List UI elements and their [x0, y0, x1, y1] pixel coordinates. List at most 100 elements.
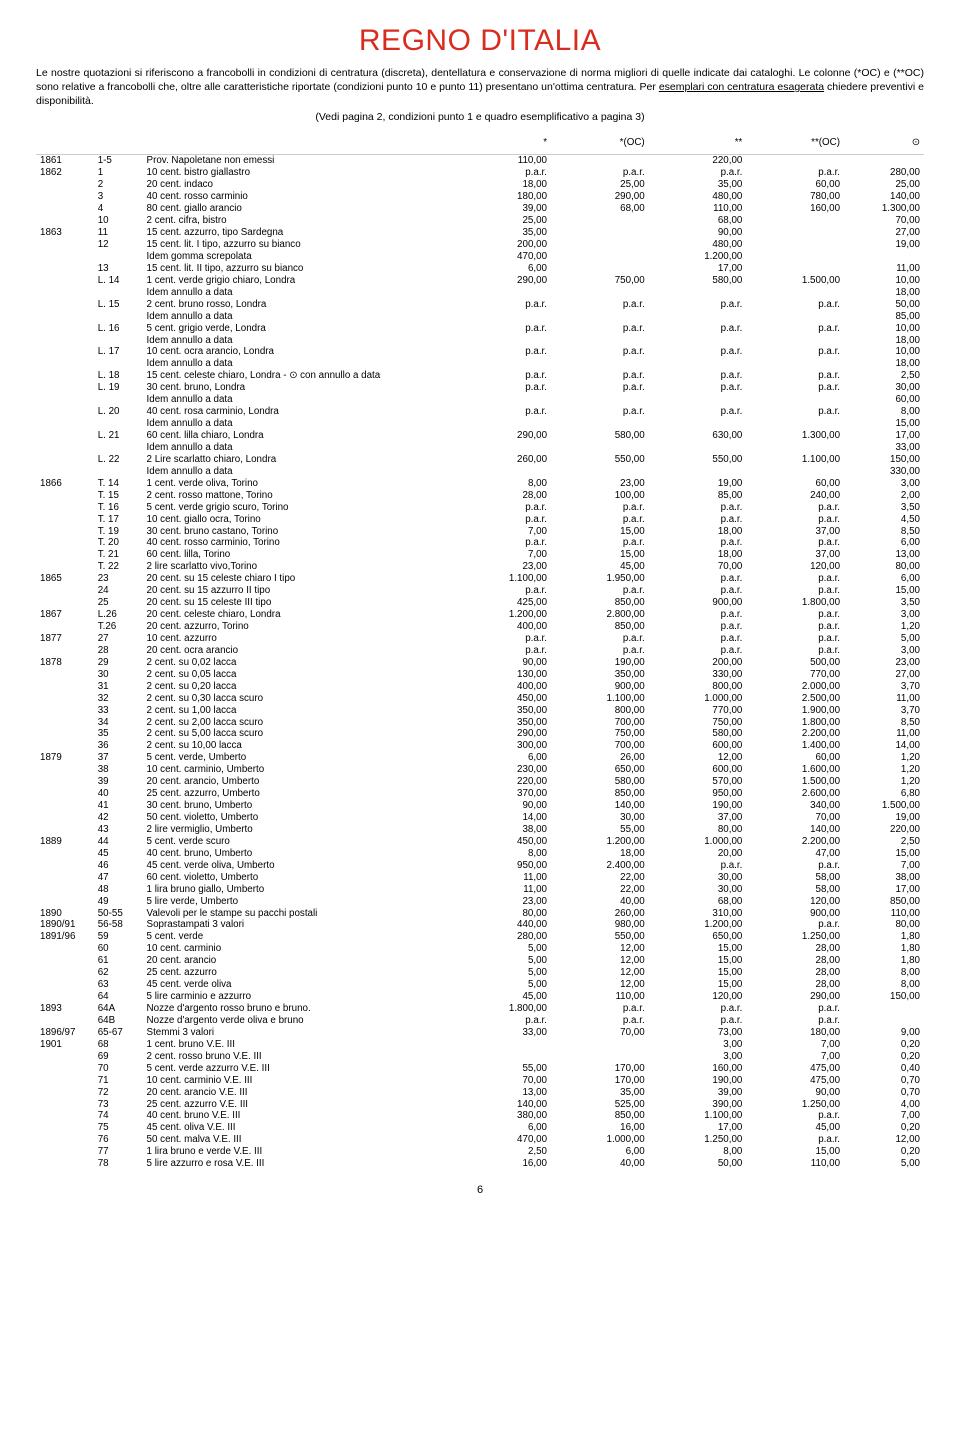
cell: 600,00: [649, 740, 747, 752]
cell: 25 cent. azzurro V.E. III: [143, 1099, 454, 1111]
cell: 2.200,00: [746, 836, 844, 848]
cell: [36, 824, 94, 836]
cell: 3,70: [844, 705, 924, 717]
cell: 2 cent. su 0,05 lacca: [143, 669, 454, 681]
cell: [94, 358, 143, 370]
cell: [746, 418, 844, 430]
cell: 2,50: [844, 836, 924, 848]
cell: 290,00: [746, 991, 844, 1003]
cell: 650,00: [649, 931, 747, 943]
cell: 5 lire azzurro e rosa V.E. III: [143, 1158, 454, 1170]
cell: 2.200,00: [746, 728, 844, 740]
cell: 170,00: [551, 1075, 649, 1087]
cell: 190,00: [649, 1075, 747, 1087]
table-row: 332 cent. su 1,00 lacca350,00800,00770,0…: [36, 705, 924, 717]
cell: 950,00: [453, 860, 551, 872]
cell: 480,00: [649, 191, 747, 203]
cell: [36, 287, 94, 299]
cell: [551, 155, 649, 167]
cell: 2 cent. su 5,00 lacca scuro: [143, 728, 454, 740]
cell: p.a.r.: [551, 514, 649, 526]
cell: 25 cent. azzurro, Umberto: [143, 788, 454, 800]
cell: [746, 442, 844, 454]
cell: 17,00: [649, 1122, 747, 1134]
cell: [36, 537, 94, 549]
cell: [453, 418, 551, 430]
cell: 40 cent. bruno V.E. III: [143, 1110, 454, 1122]
cell: L. 15: [94, 299, 143, 311]
cell: 1.200,00: [551, 836, 649, 848]
cell: 1866: [36, 478, 94, 490]
cell: 500,00: [746, 657, 844, 669]
cell: 6,00: [453, 752, 551, 764]
cell: 45 cent. verde oliva: [143, 979, 454, 991]
cell: 850,00: [551, 1110, 649, 1122]
cell: [94, 442, 143, 454]
cell: 1.300,00: [844, 203, 924, 215]
cell: [94, 251, 143, 263]
cell: [453, 1039, 551, 1051]
cell: 15,00: [649, 967, 747, 979]
table-row: 4130 cent. bruno, Umberto90,00140,00190,…: [36, 800, 924, 812]
cell: 700,00: [551, 740, 649, 752]
cell: 27,00: [844, 669, 924, 681]
cell: p.a.r.: [551, 167, 649, 179]
cell: p.a.r.: [746, 406, 844, 418]
cell: 230,00: [453, 764, 551, 776]
cell: Idem annullo a data: [143, 335, 454, 347]
table-row: 302 cent. su 0,05 lacca130,00350,00330,0…: [36, 669, 924, 681]
table-header-row: * *(OC) ** **(OC) ⊙: [36, 135, 924, 155]
cell: p.a.r.: [649, 502, 747, 514]
cell: 28: [94, 645, 143, 657]
cell: p.a.r.: [551, 645, 649, 657]
cell: 50-55: [94, 908, 143, 920]
cell: 150,00: [844, 991, 924, 1003]
cell: 10 cent. giallo ocra, Torino: [143, 514, 454, 526]
cell: 12,00: [844, 1134, 924, 1146]
cell: 170,00: [551, 1063, 649, 1075]
cell: 59: [94, 931, 143, 943]
cell: 50 cent. malva V.E. III: [143, 1134, 454, 1146]
cell: 15 cent. lit. II tipo, azzurro su bianco: [143, 263, 454, 275]
table-row: T. 222 lire scarlatto vivo,Torino23,0045…: [36, 561, 924, 573]
table-row: 7650 cent. malva V.E. III470,001.000,001…: [36, 1134, 924, 1146]
cell: [36, 681, 94, 693]
cell: 55,00: [551, 824, 649, 836]
cell: [36, 717, 94, 729]
cell: 20 cent. arancio V.E. III: [143, 1087, 454, 1099]
table-row: 340 cent. rosso carminio180,00290,00480,…: [36, 191, 924, 203]
cell: 39: [94, 776, 143, 788]
cell: p.a.r.: [453, 323, 551, 335]
cell: 6,00: [551, 1146, 649, 1158]
cell: 50 cent. violetto, Umberto: [143, 812, 454, 824]
col-dstar: **: [649, 135, 747, 155]
cell: 78: [94, 1158, 143, 1170]
cell: [36, 1158, 94, 1170]
cell: 1.200,00: [453, 609, 551, 621]
cell: 11,00: [844, 693, 924, 705]
table-row: T. 2160 cent. lilla, Torino7,0015,0018,0…: [36, 549, 924, 561]
cell: 70,00: [453, 1075, 551, 1087]
cell: 15,00: [551, 526, 649, 538]
cell: 40 cent. rosso carminio, Torino: [143, 537, 454, 549]
cell: 77: [94, 1146, 143, 1158]
cell: Idem annullo a data: [143, 311, 454, 323]
table-row: T. 1930 cent. bruno castano, Torino7,001…: [36, 526, 924, 538]
cell: [36, 788, 94, 800]
table-row: 6225 cent. azzurro5,0012,0015,0028,008,0…: [36, 967, 924, 979]
cell: [36, 215, 94, 227]
cell: T. 22: [94, 561, 143, 573]
cell: [36, 884, 94, 896]
cell: 3: [94, 191, 143, 203]
cell: 6,00: [844, 573, 924, 585]
cell: p.a.r.: [649, 573, 747, 585]
cell: 18,00: [844, 358, 924, 370]
cell: p.a.r.: [453, 1015, 551, 1027]
table-row: L. 2160 cent. lilla chiaro, Londra290,00…: [36, 430, 924, 442]
cell: [36, 943, 94, 955]
cell: [551, 215, 649, 227]
cell: 42: [94, 812, 143, 824]
cell: 2 cent. su 10,00 lacca: [143, 740, 454, 752]
cell: 110,00: [649, 203, 747, 215]
cell: 110,00: [453, 155, 551, 167]
